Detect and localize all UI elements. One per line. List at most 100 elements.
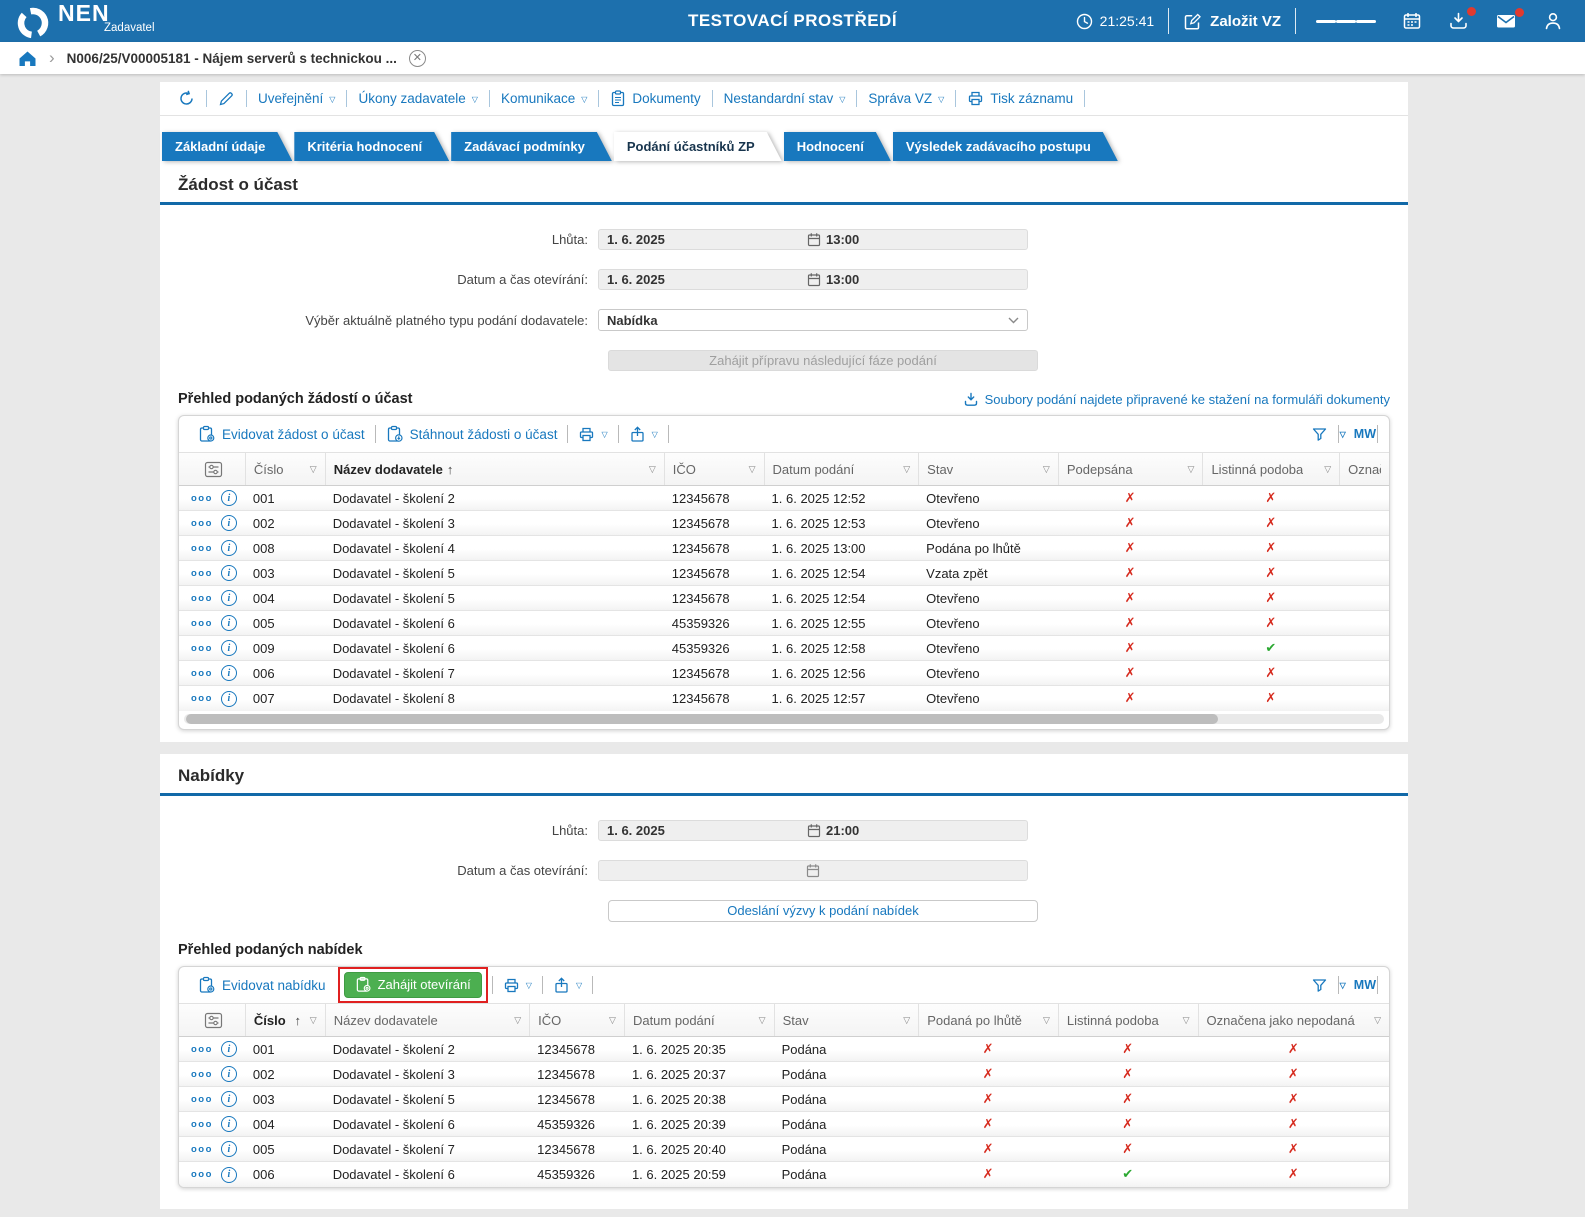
col-nazev[interactable]: Název dodavatele	[333, 1012, 438, 1028]
table-row[interactable]: ooo i 005 Dodavatel - školení 6 45359326…	[179, 611, 1389, 636]
row-menu-icon[interactable]: ooo	[191, 667, 213, 679]
info-icon[interactable]: i	[220, 1066, 237, 1082]
tab-kriteria-hodnoceni[interactable]: Kritéria hodnocení	[294, 132, 449, 161]
info-icon[interactable]: i	[220, 1141, 237, 1157]
close-icon[interactable]: ✕	[408, 49, 426, 67]
table-row[interactable]: ooo i 004 Dodavatel - školení 5 12345678…	[179, 586, 1389, 611]
stahnout-zadosti-button[interactable]: Stáhnout žádosti o účast	[377, 425, 567, 443]
table-row[interactable]: ooo i 008 Dodavatel - školení 4 12345678…	[179, 536, 1389, 561]
menu-nestandardni-stav[interactable]: Nestandardní stav ▽	[723, 91, 846, 106]
downloads-button[interactable]	[1442, 7, 1476, 31]
menu-tisk-zaznamu[interactable]: Tisk záznamu	[956, 90, 1084, 107]
typ-podani-select[interactable]: Nabídka	[598, 309, 1028, 331]
user-button[interactable]	[1537, 11, 1569, 31]
row-menu-icon[interactable]: ooo	[191, 492, 213, 504]
row-menu-icon[interactable]: ooo	[191, 592, 213, 604]
breadcrumb-item[interactable]: N006/25/V00005181 - Nájem serverů s tech…	[66, 50, 397, 66]
info-icon[interactable]: i	[220, 590, 237, 606]
column-filter-icon[interactable]: ▽	[1042, 463, 1050, 474]
row-menu-icon[interactable]: ooo	[191, 1068, 213, 1080]
col-po-lhute[interactable]: Podaná po lhůtě	[927, 1012, 1022, 1028]
nen-logo[interactable]: NEN Zadavatel	[16, 2, 155, 40]
info-icon[interactable]: i	[220, 540, 237, 556]
info-icon[interactable]: i	[220, 490, 237, 506]
col-podepsana[interactable]: Podepsána	[1066, 461, 1133, 477]
info-icon[interactable]: i	[220, 515, 237, 531]
col-datum[interactable]: Datum podání	[772, 461, 855, 477]
table-row[interactable]: ooo i 006 Dodavatel - školení 7 12345678…	[179, 661, 1389, 686]
row-menu-icon[interactable]: ooo	[191, 693, 213, 704]
info-icon[interactable]: i	[220, 565, 237, 581]
column-filter-icon[interactable]: ▽	[309, 1014, 317, 1025]
column-filter-icon[interactable]: ▽	[309, 463, 317, 474]
evidovat-nabidku-button[interactable]: Evidovat nabídku	[189, 976, 335, 994]
export-table-button[interactable]: ▽	[620, 425, 667, 443]
menu-komunikace[interactable]: Komunikace ▽	[500, 91, 588, 106]
col-listinna[interactable]: Listinná podoba	[1211, 461, 1304, 477]
column-filter-icon[interactable]: ▽	[748, 463, 756, 474]
menu-button[interactable]	[1310, 17, 1382, 26]
col-ico[interactable]: IČO	[538, 1012, 562, 1028]
info-icon[interactable]: i	[220, 640, 237, 656]
column-settings-cell[interactable]	[179, 453, 245, 485]
refresh-button[interactable]	[178, 90, 206, 107]
otevirani-field[interactable]: 1. 6. 2025 13:00	[598, 269, 1028, 290]
mw-control[interactable]: ▽ MW	[1340, 427, 1376, 441]
row-menu-icon[interactable]: ooo	[191, 642, 213, 654]
column-filter-icon[interactable]: ▽	[609, 1014, 616, 1025]
table-row[interactable]: ooo i 001 Dodavatel - školení 2 12345678…	[179, 1037, 1389, 1062]
export-table-button[interactable]: ▽	[544, 976, 591, 994]
column-settings-cell[interactable]	[179, 1004, 245, 1036]
row-menu-icon[interactable]: ooo	[191, 1093, 213, 1105]
column-filter-icon[interactable]: ▽	[648, 463, 656, 474]
soubory-podani-link[interactable]: Soubory podání najdete připravené ke sta…	[963, 392, 1390, 407]
table-row[interactable]: ooo i 001 Dodavatel - školení 2 12345678…	[179, 486, 1389, 511]
tab-zakladni-udaje[interactable]: Základní údaje	[162, 132, 292, 161]
table-row[interactable]: ooo i 002 Dodavatel - školení 3 12345678…	[179, 1062, 1389, 1087]
table-row[interactable]: ooo i 003 Dodavatel - školení 5 12345678…	[179, 1087, 1389, 1112]
col-stav[interactable]: Stav	[927, 461, 954, 477]
info-icon[interactable]: i	[220, 665, 237, 681]
print-table-button[interactable]: ▽	[494, 977, 541, 994]
messages-button[interactable]	[1489, 8, 1524, 30]
column-filter-icon[interactable]: ▽	[1324, 463, 1332, 474]
tab-vysledek[interactable]: Výsledek zadávacího postupu	[893, 132, 1118, 161]
row-menu-icon[interactable]: ooo	[191, 1169, 213, 1180]
row-menu-icon[interactable]: ooo	[191, 567, 213, 579]
tab-hodnoceni[interactable]: Hodnocení	[784, 132, 891, 161]
table-row[interactable]: ooo i 006 Dodavatel - školení 6 45359326…	[179, 1162, 1389, 1187]
row-menu-icon[interactable]: ooo	[191, 617, 213, 629]
col-nazev[interactable]: Název dodavatele	[333, 461, 443, 477]
column-filter-icon[interactable]: ▽	[1187, 463, 1195, 474]
table-row[interactable]: ooo i 002 Dodavatel - školení 3 12345678…	[179, 511, 1389, 536]
menu-sprava-vz[interactable]: Správa VZ ▽	[868, 91, 945, 106]
row-menu-icon[interactable]: ooo	[191, 542, 213, 554]
table-row[interactable]: ooo i 009 Dodavatel - školení 6 45359326…	[179, 636, 1389, 661]
home-icon[interactable]	[18, 50, 37, 67]
table-row[interactable]: ooo i 007 Dodavatel - školení 8 12345678…	[179, 686, 1389, 711]
info-icon[interactable]: i	[220, 1116, 237, 1132]
odeslani-vyzvy-button[interactable]: Odeslání výzvy k podání nabídek	[608, 900, 1038, 922]
column-filter-icon[interactable]: ▽	[903, 1014, 911, 1025]
col-stav[interactable]: Stav	[782, 1012, 809, 1028]
info-icon[interactable]: i	[220, 1041, 237, 1057]
col-oznacena[interactable]: Označena jako nepodaná	[1348, 461, 1381, 477]
col-cislo[interactable]: Číslo	[253, 1012, 286, 1028]
col-ico[interactable]: IČO	[672, 461, 696, 477]
otevirani-field-empty[interactable]	[598, 860, 1028, 881]
menu-dokumenty[interactable]: Dokumenty	[599, 90, 711, 107]
menu-ukony-zadavatele[interactable]: Úkony zadavatele ▽	[358, 91, 478, 106]
mw-control[interactable]: ▽ MW	[1340, 978, 1376, 992]
print-table-button[interactable]: ▽	[569, 426, 616, 443]
column-filter-icon[interactable]: ▽	[514, 1014, 522, 1025]
info-icon[interactable]: i	[220, 615, 237, 631]
edit-button[interactable]	[207, 90, 246, 107]
info-icon[interactable]: i	[220, 1166, 237, 1183]
table-row[interactable]: ooo i 005 Dodavatel - školení 7 12345678…	[179, 1137, 1389, 1162]
evidovat-zadost-button[interactable]: Evidovat žádost o účast	[189, 425, 374, 443]
calendar-button[interactable]	[1396, 11, 1428, 31]
scrollbar-thumb[interactable]	[186, 714, 1218, 724]
col-datum[interactable]: Datum podání	[632, 1012, 715, 1028]
row-menu-icon[interactable]: ooo	[191, 517, 213, 529]
col-oznacena[interactable]: Označena jako nepodaná	[1206, 1012, 1355, 1028]
